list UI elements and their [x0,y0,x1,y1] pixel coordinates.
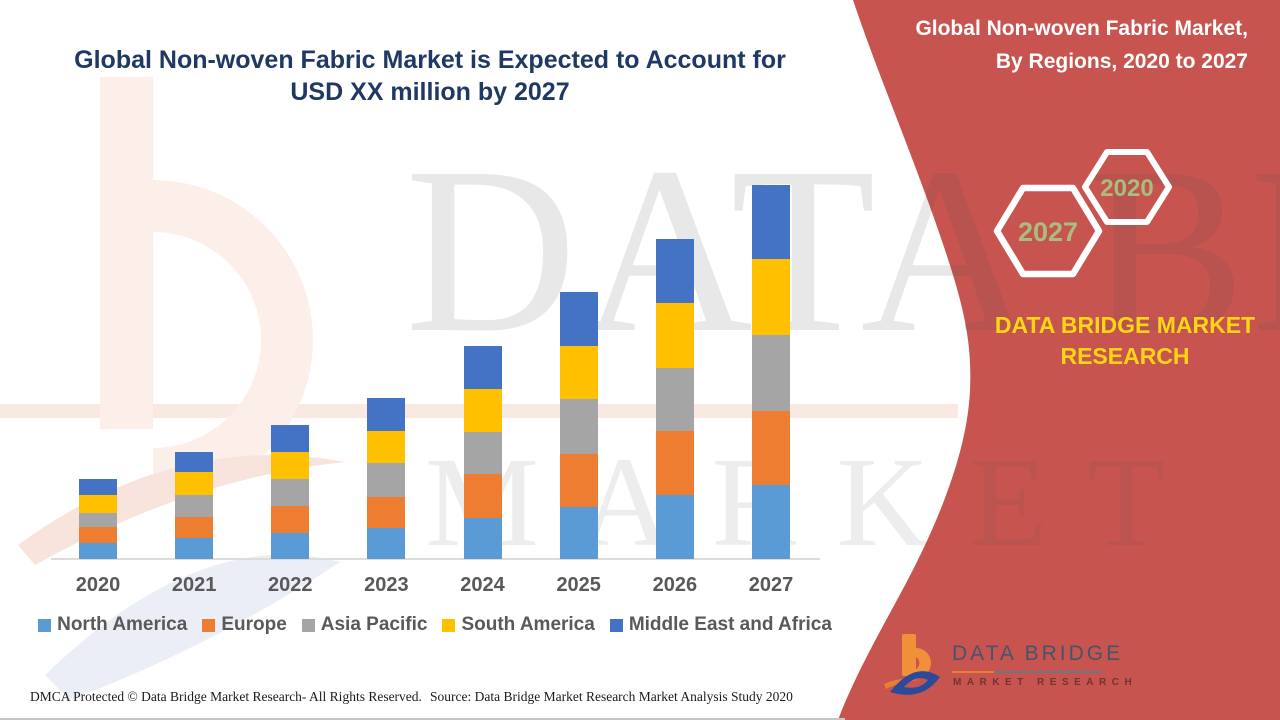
company-logo-rule [952,671,1102,673]
brand-text: DATA BRIDGE MARKET RESEARCH [975,310,1275,372]
x-axis-label-2022: 2022 [268,574,313,596]
legend-swatch-icon [301,619,315,632]
legend-label: North America [57,614,188,635]
legend-swatch-icon [202,619,216,632]
x-axis-label-2020: 2020 [75,574,121,596]
chart-title-line1: Global Non-woven Fabric Market is Expect… [74,46,786,74]
legend-label: South America [461,614,595,635]
legend-item-middle-east-and-africa: Middle East and Africa [609,614,832,636]
company-logo-icon [884,634,940,695]
legend-swatch-icon [442,619,456,632]
chart-legend: North America Europe Asia Pacific South Ame… [0,614,870,636]
brand-text-line1: DATA BRIDGE MARKET [994,312,1256,338]
bar-segment-asia-pacific-2021 [175,495,214,517]
bar-segment-middle-east-and-africa-2022 [271,425,310,452]
legend-swatch-icon [38,619,52,632]
bar-segment-south-america-2024 [463,388,502,432]
side-panel-heading-line2: By Regions, 2020 to 2027 [995,50,1248,73]
legend-item-asia-pacific: Asia Pacific [301,614,428,636]
left-logo-watermark [18,77,345,700]
legend-label: Europe [221,614,287,635]
bar-segment-south-america-2022 [271,452,310,479]
bar-segment-south-america-2023 [367,430,406,463]
bar-segment-asia-pacific-2023 [367,463,406,497]
bar-segment-south-america-2021 [175,472,214,495]
legend-label: Middle East and Africa [628,614,832,635]
source-note: Source: Data Bridge Market Research Mark… [430,689,793,704]
bar-segment-middle-east-and-africa-2020 [79,479,117,495]
legend-label: Asia Pacific [320,614,428,635]
bar-segment-north-america-2020 [79,542,117,559]
bar-segment-europe-2023 [367,496,406,528]
faint-band [0,404,958,418]
brand-text-line2: RESEARCH [1060,343,1190,369]
bar-segment-asia-pacific-2020 [79,512,117,527]
bar-segment-middle-east-and-africa-2023 [367,398,406,431]
x-axis-label-2025: 2025 [556,574,601,596]
chart-title-line2: USD XX million by 2027 [290,78,570,106]
company-logo-name: DATA BRIDGE [952,642,1124,665]
side-panel-heading-line1: Global Non-woven Fabric Market, [915,17,1248,40]
bar-segment-south-america-2020 [79,495,117,513]
legend-item-south-america: South America [442,614,595,636]
legend-item-europe: Europe [202,614,287,636]
company-logo: DATA BRIDGE MARKET RESEARCH [872,626,1172,716]
x-axis-label-2026: 2026 [652,574,698,596]
x-axis-label-2027: 2027 [748,574,794,596]
side-panel-heading: Global Non-woven Fabric Market, By Regio… [848,12,1248,78]
bar-segment-north-america-2022 [271,533,310,559]
company-logo-subtitle: MARKET RESEARCH [953,677,1138,688]
bar-segment-europe-2022 [271,505,310,533]
bar-segment-europe-2020 [79,526,117,543]
bar-segment-asia-pacific-2022 [271,479,310,506]
legend-item-north-america: North America [38,614,187,636]
bar-segment-north-america-2023 [367,527,406,559]
bottom-rule [0,718,845,720]
bar-segment-europe-2021 [175,516,214,538]
chart-title: Global Non-woven Fabric Market is Expect… [70,44,790,108]
x-axis-label-2021: 2021 [171,574,217,596]
watermark-market-research: MARKET RESEARCH [425,431,1280,573]
dmca-notice: DMCA Protected © Data Bridge Market Rese… [30,689,422,704]
bar-segment-middle-east-and-africa-2021 [175,452,214,472]
bar-segment-north-america-2021 [175,537,214,559]
x-axis-label-2024: 2024 [460,574,505,596]
legend-swatch-icon [609,619,623,632]
x-axis-label-2023: 2023 [364,574,409,596]
